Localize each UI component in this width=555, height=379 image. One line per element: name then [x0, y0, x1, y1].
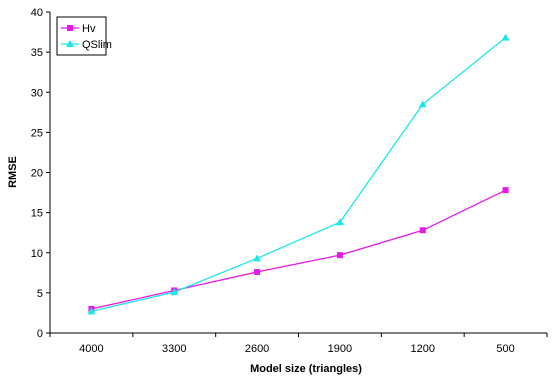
- legend-item: Hv: [61, 23, 96, 35]
- data-point: [87, 307, 96, 315]
- data-point: [336, 252, 343, 259]
- legend-label: Hv: [82, 23, 96, 35]
- y-axis: 0 5 10 15 20 25 30 35 40: [31, 7, 51, 340]
- legend-item: QSlim: [61, 39, 112, 51]
- series-line: [91, 189, 506, 310]
- legend-label: QSlim: [82, 39, 112, 51]
- legend-marker: [67, 25, 73, 31]
- x-axis-title: Model size (triangles): [250, 363, 362, 375]
- y-tick-label: 10: [31, 248, 43, 260]
- x-tick-label: 2600: [245, 343, 269, 355]
- series-layer: [87, 33, 510, 315]
- legend-marker: [66, 40, 74, 47]
- y-tick-label: 0: [37, 328, 43, 340]
- data-point: [170, 288, 179, 296]
- x-tick-label: 500: [496, 343, 514, 355]
- x-tick-label: 1200: [411, 343, 435, 355]
- y-tick-label: 5: [37, 288, 43, 300]
- y-tick-label: 40: [31, 7, 43, 19]
- data-point: [253, 254, 262, 262]
- legend-box: [56, 16, 107, 56]
- y-tick-label: 35: [31, 47, 43, 59]
- y-tick-label: 20: [31, 168, 43, 180]
- data-point: [335, 218, 344, 226]
- series-hv: [88, 187, 509, 312]
- data-point: [254, 269, 261, 276]
- x-tick-label: 4000: [79, 343, 103, 355]
- series-qslim: [87, 33, 510, 315]
- data-point: [419, 227, 426, 234]
- legend: Hv QSlim: [56, 16, 112, 56]
- data-point: [501, 33, 510, 41]
- y-tick-label: 15: [31, 208, 43, 220]
- x-tick-label: 3300: [162, 343, 186, 355]
- data-point: [502, 187, 509, 194]
- y-tick-label: 30: [31, 87, 43, 99]
- x-tick-label: 1900: [328, 343, 352, 355]
- x-axis: 4000 3300 2600 1900 1200 500: [49, 332, 548, 355]
- data-point: [418, 100, 427, 108]
- series-line: [91, 37, 506, 312]
- y-tick-label: 25: [31, 127, 43, 139]
- y-axis-title: RMSE: [7, 156, 19, 188]
